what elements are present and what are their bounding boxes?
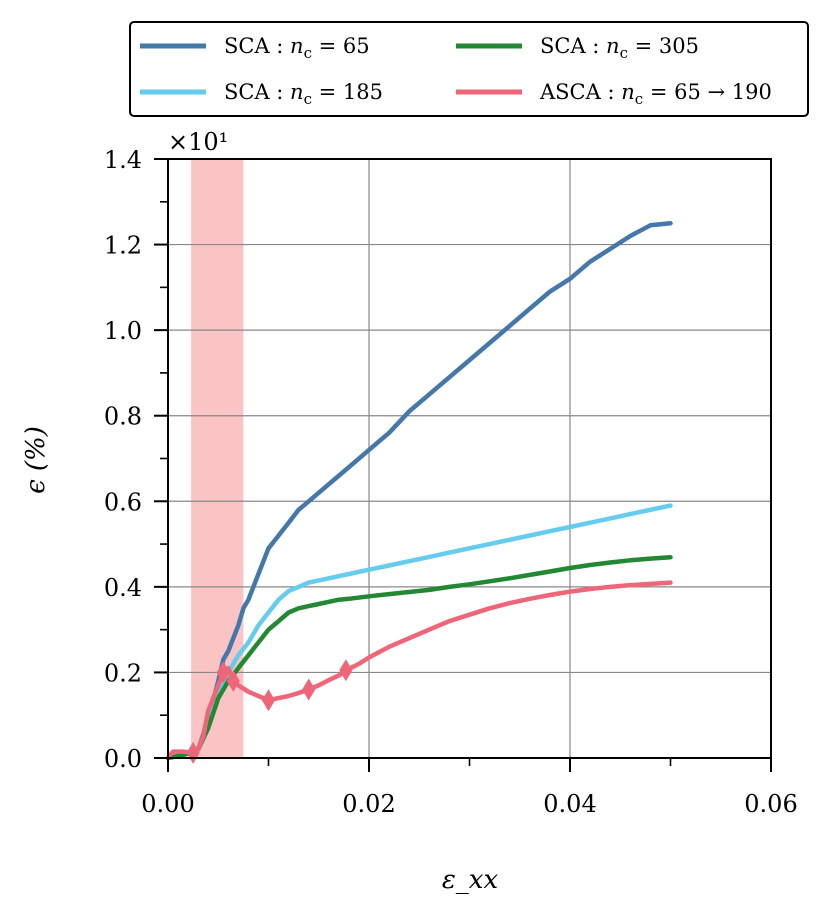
series-marker-4: [226, 670, 240, 692]
series-marker-4: [339, 659, 353, 682]
legend-label-4: ASCA : nc = 65 → 190: [539, 80, 772, 108]
x-tick-label: 0.06: [744, 790, 797, 818]
legend-box: [129, 21, 809, 117]
legend-entry-1: SCA : nc = 65: [140, 34, 370, 62]
y-tick-label: 0.0: [104, 745, 142, 773]
series-line-3: [165, 555, 673, 761]
y-tick-label: 0.8: [104, 403, 142, 431]
y-tick-label: 1.4: [104, 146, 142, 174]
series-marker-4: [186, 741, 200, 764]
legend-entry-2: SCA : nc = 185: [140, 80, 383, 108]
y-tick-label: 1.0: [104, 317, 142, 345]
y-tick-label: 0.2: [104, 659, 142, 687]
legend-label-1: SCA : nc = 65: [224, 34, 370, 62]
legend-label-3: SCA : nc = 305: [540, 34, 699, 62]
series-marker-4: [261, 689, 276, 712]
y-multiplier-label: ×10¹: [168, 128, 228, 156]
y-tick-label: 0.6: [104, 488, 142, 516]
plot-frame: [167, 158, 772, 759]
x-axis-label: ε_xx: [442, 865, 499, 895]
legend-entry-4: ASCA : nc = 65 → 190: [456, 80, 772, 108]
legend-entry-3: SCA : nc = 305: [456, 34, 699, 62]
legend-label-2: SCA : nc = 185: [224, 80, 383, 108]
x-tick-label: 0.02: [342, 790, 395, 818]
series-line-4: [165, 580, 673, 761]
x-tick-label: 0.00: [141, 790, 194, 818]
tick-layer: 0.00 0.02 0.04 0.06 0.0 0.2 0.4 0.6 0.8 1.0 1.2 1.4: [104, 146, 798, 818]
series-marker-4: [216, 661, 230, 684]
x-tick-label: 0.04: [543, 790, 596, 818]
series-marker-4: [302, 678, 316, 701]
legend: SCA : nc = 65 SCA : nc = 185 SCA : nc = …: [129, 21, 809, 117]
series-line-1: [165, 220, 673, 761]
y-tick-label: 1.2: [104, 232, 142, 260]
marker-layer: [186, 659, 353, 764]
y-tick-label: 0.4: [104, 574, 142, 602]
y-axis-label: ϵ (%): [21, 426, 51, 494]
grid-layer: [168, 159, 771, 758]
